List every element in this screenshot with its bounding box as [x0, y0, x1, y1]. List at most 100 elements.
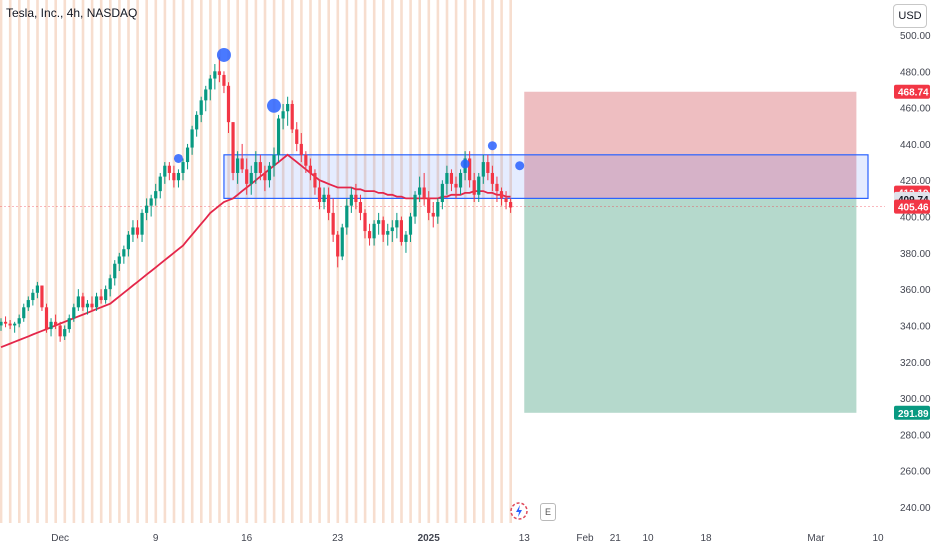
candle-body: [286, 103, 290, 112]
price-axis[interactable]: 500.00 480.00 460.00 440.00 420.00 400.00 380.…: [894, 31, 931, 514]
candle-body: [390, 227, 394, 232]
candle-body: [331, 212, 335, 235]
candle-body: [363, 212, 367, 232]
candle-body: [54, 321, 58, 326]
candle-body: [231, 122, 235, 173]
candle-body: [454, 183, 458, 188]
price-label-box: [894, 84, 930, 99]
candle-body: [354, 194, 358, 203]
candle-body: [304, 154, 308, 166]
candle-body: [249, 172, 253, 184]
session-stripe: [436, 0, 440, 523]
candle-body: [176, 172, 181, 181]
time-tick-label: 10: [642, 533, 654, 544]
candle-body: [199, 100, 203, 115]
currency-button[interactable]: USD: [893, 4, 927, 28]
candle-body: [140, 212, 144, 235]
candle-body: [436, 202, 440, 217]
resistance-zone[interactable]: [223, 154, 869, 199]
time-tick-label: 18: [700, 533, 712, 544]
candle-body: [336, 234, 340, 257]
session-stripe: [500, 0, 503, 523]
candle-body: [490, 172, 494, 184]
peak-marker: [487, 141, 497, 151]
candle-body: [408, 216, 413, 235]
price-label-text: 405.46: [898, 203, 929, 214]
session-stripe: [54, 0, 57, 523]
symbol-title: Tesla, Inc., 4h, NASDAQ: [6, 6, 138, 20]
session-stripe: [418, 0, 421, 523]
candle-body: [395, 220, 399, 228]
candle-body: [372, 223, 376, 239]
session-stripes: [0, 0, 512, 523]
price-tick-label: 260.00: [900, 467, 931, 478]
candle-body: [122, 249, 126, 257]
candle-body: [3, 321, 8, 324]
session-stripe: [72, 0, 76, 523]
price-tick-label: 500.00: [900, 31, 931, 42]
candle-body: [8, 323, 12, 326]
candle-body: [35, 285, 39, 293]
session-stripe: [354, 0, 358, 523]
candle-body: [313, 172, 317, 188]
candle-body: [0, 321, 3, 326]
candle-body: [131, 227, 135, 235]
session-stripe: [209, 0, 212, 523]
price-tick-label: 420.00: [900, 176, 931, 187]
candle-body: [17, 318, 21, 324]
candle-body: [340, 227, 344, 257]
session-stripe: [482, 0, 485, 523]
candle-body: [40, 285, 44, 308]
candle-body: [85, 303, 90, 308]
session-stripe: [109, 0, 112, 523]
session-stripe: [218, 0, 221, 523]
candle-body: [154, 191, 158, 199]
lightning-icon[interactable]: [510, 502, 528, 520]
session-stripe: [227, 0, 230, 523]
candle-body: [158, 176, 162, 192]
candle-body: [217, 71, 221, 75]
session-stripe: [136, 0, 139, 523]
candle-body: [404, 234, 408, 242]
session-stripe: [99, 0, 103, 523]
candle-body: [226, 85, 231, 123]
candle-body: [22, 307, 26, 319]
session-stripe: [427, 0, 431, 523]
candle-body: [504, 198, 508, 203]
candle-body: [195, 114, 199, 130]
candle-body: [345, 205, 349, 228]
session-stripe: [36, 0, 39, 523]
session-stripe: [154, 0, 158, 523]
price-tick-label: 280.00: [900, 430, 931, 441]
time-tick-label: Dec: [51, 533, 69, 544]
candle-body: [399, 220, 403, 242]
candle-body: [445, 172, 449, 184]
session-stripe: [18, 0, 21, 523]
take-profit-area: [524, 198, 857, 413]
long-position-tool[interactable]: [0, 91, 885, 413]
candle-body: [190, 129, 194, 148]
earnings-marker[interactable]: E: [540, 503, 556, 521]
candles: [0, 56, 513, 342]
price-label-box: [894, 405, 930, 420]
candle-body: [418, 187, 422, 195]
time-tick-label: 13: [519, 533, 531, 544]
peak-marker: [460, 159, 470, 169]
price-tick-label: 360.00: [900, 285, 931, 296]
price-label-box: [894, 199, 930, 214]
candle-body: [72, 307, 76, 319]
candle-body: [99, 296, 103, 301]
price-tick-label: 480.00: [900, 67, 931, 78]
candle-body: [113, 263, 117, 279]
session-stripe: [491, 0, 494, 523]
session-stripe: [327, 0, 330, 523]
session-stripe: [190, 0, 194, 523]
session-stripe: [163, 0, 167, 523]
session-stripe: [81, 0, 85, 523]
peak-marker: [515, 161, 525, 171]
time-axis[interactable]: Dec 9 16 23 2025 13 21 Feb 10 18 Mar 10: [51, 533, 884, 544]
candle-body: [381, 220, 385, 235]
session-stripe: [263, 0, 267, 523]
